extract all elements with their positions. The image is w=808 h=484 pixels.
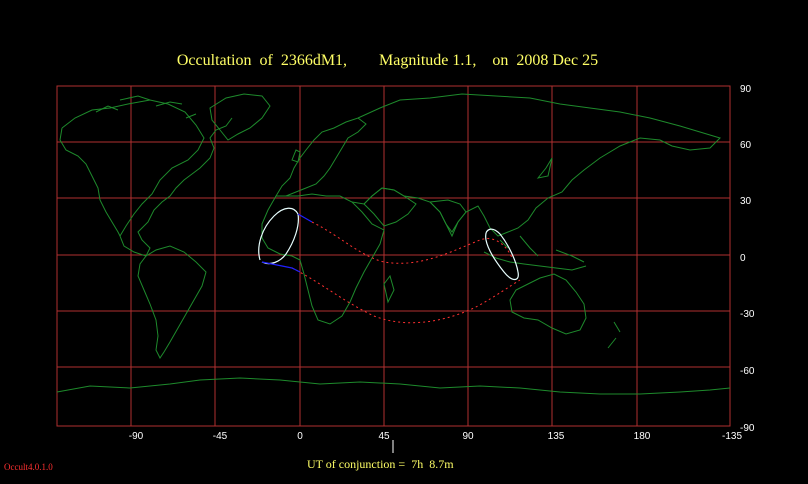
coast-africa	[261, 193, 385, 325]
longitude-tick-label: 45	[378, 431, 390, 442]
map-title: Occultation of 2366dM1, Magnitude 1.1, o…	[176, 52, 599, 69]
coast-japan	[536, 157, 553, 179]
latitude-tick-label: 0	[740, 253, 746, 264]
latitude-tick-label: 90	[740, 84, 752, 95]
coast-greenland	[209, 93, 271, 141]
longitude-tick-labels: -90 -45 0 45 90 135 180 -135	[129, 431, 743, 442]
coastlines	[56, 93, 731, 395]
longitude-tick-label: -45	[213, 431, 228, 442]
coast-north-america	[61, 99, 233, 257]
coast-uk	[291, 149, 301, 163]
coast-arctic-islands	[95, 95, 197, 119]
path-limit-lines	[291, 221, 521, 324]
coast-south-america	[137, 245, 207, 359]
longitude-tick-label: 0	[297, 431, 303, 442]
coast-alaska	[59, 127, 121, 237]
southern-limit-line	[291, 267, 521, 324]
east-shadow-outline	[485, 228, 519, 281]
map-frame	[56, 85, 731, 427]
coast-new-zealand	[607, 321, 621, 349]
longitude-tick-label: -90	[129, 431, 144, 442]
coast-madagascar	[383, 274, 395, 304]
latitude-tick-labels: 90 60 30 0 -30 -60 -90	[740, 84, 755, 434]
coast-indonesia	[483, 235, 587, 271]
coast-australia	[509, 273, 587, 335]
graticule	[57, 86, 730, 426]
latitude-tick-label: -60	[740, 366, 755, 377]
ut-conjunction-label: UT of conjunction = 7h 8.7m	[307, 457, 454, 471]
latitude-tick-label: -90	[740, 423, 755, 434]
longitude-tick-label: 135	[548, 431, 565, 442]
latitude-tick-label: -30	[740, 309, 755, 320]
northern-limit-line	[311, 221, 513, 264]
latitude-tick-label: 60	[740, 140, 752, 151]
coast-arabia	[363, 187, 417, 227]
shadow-outlines	[258, 207, 519, 281]
coast-antarctica	[56, 377, 731, 395]
coast-india	[428, 199, 467, 238]
longitude-tick-label: 90	[462, 431, 474, 442]
latitude-tick-label: 30	[740, 196, 752, 207]
west-shadow-night-side	[261, 213, 313, 273]
coast-europe	[275, 117, 367, 197]
longitude-tick-label: 180	[634, 431, 651, 442]
longitude-tick-label: -135	[722, 431, 742, 442]
version-label: Occult4.0.1.0	[4, 462, 53, 472]
